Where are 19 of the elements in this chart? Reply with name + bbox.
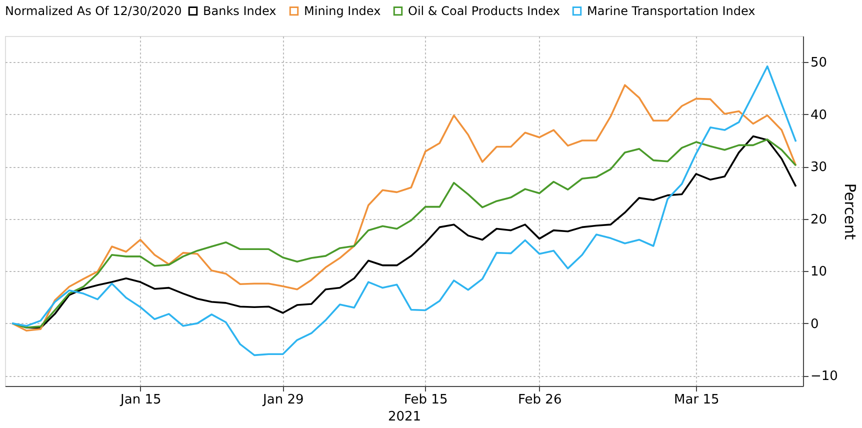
y-tick-label: 50 — [810, 56, 828, 71]
y-tick-label: 10 — [810, 264, 828, 280]
x-tick-label: Feb 26 — [518, 392, 562, 408]
y-tick-label: 0 — [810, 316, 819, 332]
x-tick-label: Jan 15 — [120, 392, 162, 408]
legend-label: Mining Index — [304, 4, 381, 18]
y-tick-label: −10 — [810, 369, 838, 384]
legend-label: Oil & Coal Products Index — [408, 4, 560, 18]
x-axis-title: 2021 — [388, 410, 422, 424]
legend-title: Normalized As Of 12/30/2020 — [5, 4, 182, 18]
legend-label: Banks Index — [203, 4, 276, 18]
y-tick-label: 20 — [810, 212, 828, 228]
y-tick-label: 40 — [810, 108, 828, 123]
x-tick-label: Mar 15 — [674, 392, 720, 408]
y-tick-label: 30 — [810, 160, 828, 176]
x-tick-label: Feb 15 — [404, 392, 448, 408]
x-tick-label: Jan 29 — [262, 392, 304, 408]
y-axis-title: Percent — [840, 183, 859, 240]
legend-label: Marine Transportation Index — [587, 4, 756, 18]
